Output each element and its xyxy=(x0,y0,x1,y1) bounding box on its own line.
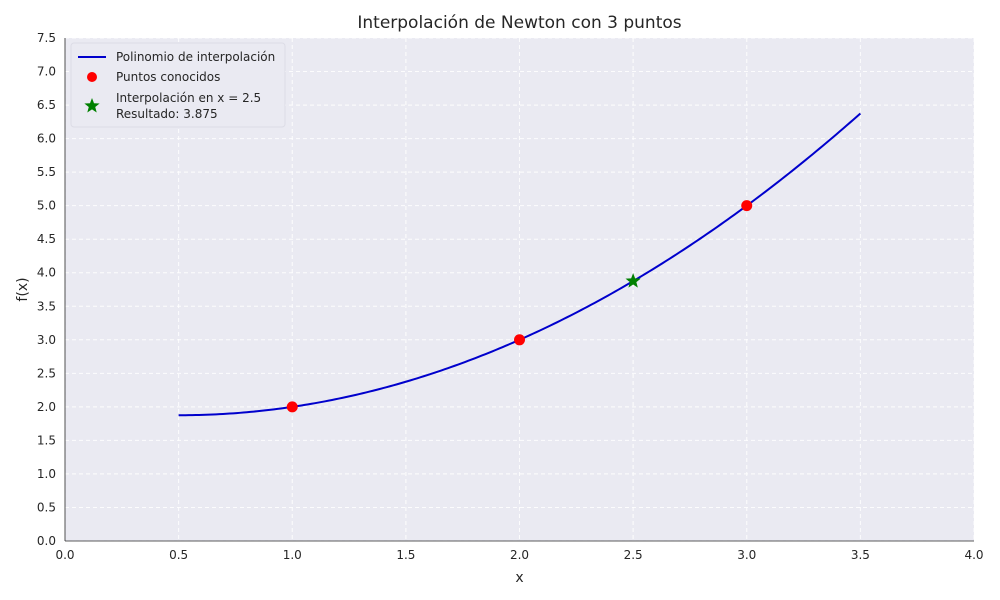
series-layer xyxy=(178,112,862,417)
x-axis-label: x xyxy=(515,570,523,586)
y-tick-label: 2.5 xyxy=(37,366,56,380)
x-tick-label: 2.0 xyxy=(510,548,529,562)
x-tick-label: 3.0 xyxy=(737,548,756,562)
chart-title: Interpolación de Newton con 3 puntos xyxy=(357,13,681,33)
known-point-marker xyxy=(286,401,298,413)
y-tick-label: 1.5 xyxy=(37,433,56,447)
y-tick-label: 6.0 xyxy=(37,132,56,146)
x-tick-label: 0.0 xyxy=(55,548,74,562)
legend-entry-polynomial: Polinomio de interpolación xyxy=(116,50,275,64)
x-tick-label: 1.0 xyxy=(283,548,302,562)
y-tick-label: 7.5 xyxy=(37,31,56,45)
y-tick-label: 6.5 xyxy=(37,98,56,112)
y-tick-label: 5.5 xyxy=(37,165,56,179)
x-tick-label: 4.0 xyxy=(964,548,983,562)
y-tick-label: 0.0 xyxy=(37,534,56,548)
x-tick-label: 0.5 xyxy=(169,548,188,562)
legend-entry-known-points: Puntos conocidos xyxy=(116,70,220,84)
y-tick-label: 7.0 xyxy=(37,65,56,79)
x-tick-label: 2.5 xyxy=(624,548,643,562)
legend-entry-result: Resultado: 3.875 xyxy=(116,107,218,121)
y-tick-label: 3.0 xyxy=(37,333,56,347)
known-point-marker xyxy=(514,334,525,346)
legend-entry-interpolation: Interpolación en x = 2.5 xyxy=(116,91,261,105)
y-tick-label: 2.0 xyxy=(37,400,56,414)
legend-box xyxy=(70,42,286,128)
legend-circle-swatch xyxy=(87,72,97,82)
y-axis-ticks: 0.0 0.5 1.0 1.5 2.0 2.5 3.0 3.5 4.0 4.5 5.0 5.5 6.0 6… xyxy=(37,31,56,548)
y-tick-label: 4.5 xyxy=(37,232,56,246)
legend-star-swatch xyxy=(84,98,100,113)
y-tick-label: 0.5 xyxy=(37,500,56,514)
legend: Polinomio de interpolación Puntos conoci… xyxy=(70,42,286,128)
x-axis-ticks: 0.0 0.5 1.0 1.5 2.0 2.5 3.0 3.5 4.0 xyxy=(55,548,983,562)
y-axis-label: f(x) xyxy=(15,277,31,301)
y-tick-label: 4.0 xyxy=(37,266,56,280)
y-tick-label: 3.5 xyxy=(37,299,56,313)
y-tick-label: 5.0 xyxy=(37,199,56,213)
x-tick-label: 1.5 xyxy=(396,548,415,562)
known-point-marker xyxy=(741,200,753,212)
y-tick-label: 1.0 xyxy=(37,467,56,481)
interpolated-point-star xyxy=(625,273,641,288)
x-tick-label: 3.5 xyxy=(851,548,870,562)
